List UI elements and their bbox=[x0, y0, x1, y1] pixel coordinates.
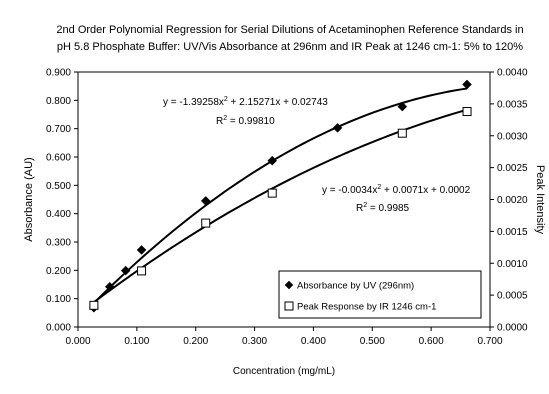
data-point-uv bbox=[200, 196, 211, 206]
data-point-ir bbox=[89, 300, 99, 310]
trend-equation-rest: + 2.15271x + 0.02743 bbox=[228, 97, 329, 108]
x-tick-label: 0.700 bbox=[477, 336, 502, 347]
trend-equation-part: y = -1.39258x bbox=[163, 97, 224, 108]
y-tick-label: 0.300 bbox=[46, 238, 71, 249]
trend-equation-rest: + 0.0071x + 0.0002 bbox=[381, 185, 470, 196]
y2-tick-label: 0.0025 bbox=[497, 163, 528, 174]
trend-equation-1: y = -1.39258x2 + 2.15271x + 0.02743 bbox=[163, 96, 328, 108]
trend-r-squared-2: R2 = 0.9985 bbox=[356, 202, 410, 214]
y-tick-label: 0.800 bbox=[46, 96, 71, 107]
data-point-uv bbox=[462, 79, 472, 90]
x-tick-label: 0.400 bbox=[301, 336, 326, 347]
data-point-uv bbox=[136, 245, 147, 255]
y-tick-label: 0.700 bbox=[46, 124, 71, 135]
y-tick-label: 0.900 bbox=[46, 68, 71, 79]
trend-equation-2: y = -0.0034x2 + 0.0071x + 0.0002 bbox=[322, 184, 471, 196]
data-point-ir bbox=[137, 266, 147, 276]
chart-title-line-2: pH 5.8 Phosphate Buffer: UV/Vis Absorban… bbox=[57, 41, 523, 53]
legend-label-ir: Peak Response by IR 1246 cm-1 bbox=[297, 302, 436, 313]
x-tick-label: 0.600 bbox=[419, 336, 444, 347]
y2-axis-title: Peak Intensity bbox=[534, 165, 546, 235]
r-squared-value: = 0.99810 bbox=[227, 116, 275, 127]
data-point-uv bbox=[267, 155, 278, 166]
y2-tick-label: 0.0005 bbox=[497, 291, 528, 302]
y-tick-label: 0.500 bbox=[46, 181, 71, 192]
data-point-uv bbox=[120, 265, 131, 276]
x-tick-label: 0.000 bbox=[65, 336, 90, 347]
data-point-ir bbox=[462, 107, 472, 117]
data-point-ir bbox=[201, 218, 211, 228]
y-tick-label: 0.100 bbox=[46, 294, 71, 305]
r-squared-value: = 0.9985 bbox=[367, 203, 409, 214]
y2-tick-label: 0.0040 bbox=[497, 68, 528, 79]
legend-label-uv: Absorbance by UV (296nm) bbox=[297, 281, 414, 292]
trendline-series-1 bbox=[93, 87, 468, 304]
y2-tick-label: 0.0035 bbox=[497, 99, 528, 110]
legend-marker-uv bbox=[284, 280, 294, 290]
data-point-uv bbox=[104, 281, 115, 292]
chart-title-line-1: 2nd Order Polynomial Regression for Seri… bbox=[56, 24, 523, 36]
trend-equation-part: y = -0.0034x bbox=[322, 185, 377, 196]
r-squared-exponent: 2 bbox=[363, 202, 367, 209]
y-tick-label: 0.200 bbox=[46, 266, 71, 277]
trend-r-squared-1: R2 = 0.99810 bbox=[216, 115, 275, 127]
legend-box bbox=[278, 270, 482, 319]
x-tick-label: 0.300 bbox=[242, 336, 267, 347]
r-squared-label: R bbox=[356, 203, 363, 214]
x-tick-label: 0.100 bbox=[124, 336, 149, 347]
data-point-uv bbox=[397, 101, 408, 112]
y-tick-label: 0.000 bbox=[46, 323, 71, 334]
x-tick-label: 0.500 bbox=[360, 336, 385, 347]
trend-equation-exponent: 2 bbox=[377, 184, 381, 191]
y2-tick-label: 0.0020 bbox=[497, 195, 528, 206]
y-tick-label: 0.400 bbox=[46, 209, 71, 220]
y2-tick-label: 0.0010 bbox=[497, 259, 528, 270]
data-point-ir bbox=[397, 128, 407, 138]
r-squared-exponent: 2 bbox=[223, 115, 227, 122]
y2-tick-label: 0.0000 bbox=[497, 323, 528, 334]
y2-tick-label: 0.0015 bbox=[497, 227, 528, 238]
y2-tick-label: 0.0030 bbox=[497, 131, 528, 142]
legend: Absorbance by UV (296nm) Peak Response by… bbox=[278, 270, 482, 319]
data-point-uv bbox=[332, 122, 343, 133]
y-axis-title: Absorbance (AU) bbox=[23, 157, 35, 241]
x-tick-label: 0.200 bbox=[183, 336, 208, 347]
legend-marker-ir bbox=[284, 301, 294, 311]
y-tick-label: 0.600 bbox=[46, 153, 71, 164]
trend-equation-exponent: 2 bbox=[224, 96, 228, 103]
data-point-ir bbox=[267, 188, 277, 198]
r-squared-label: R bbox=[216, 116, 223, 127]
plot-area-group: 0.000 0.100 0.200 0.300 0.400 0.500 0.600 0.700… bbox=[23, 68, 546, 378]
x-axis-title: Concentration (mg/mL) bbox=[233, 366, 335, 377]
